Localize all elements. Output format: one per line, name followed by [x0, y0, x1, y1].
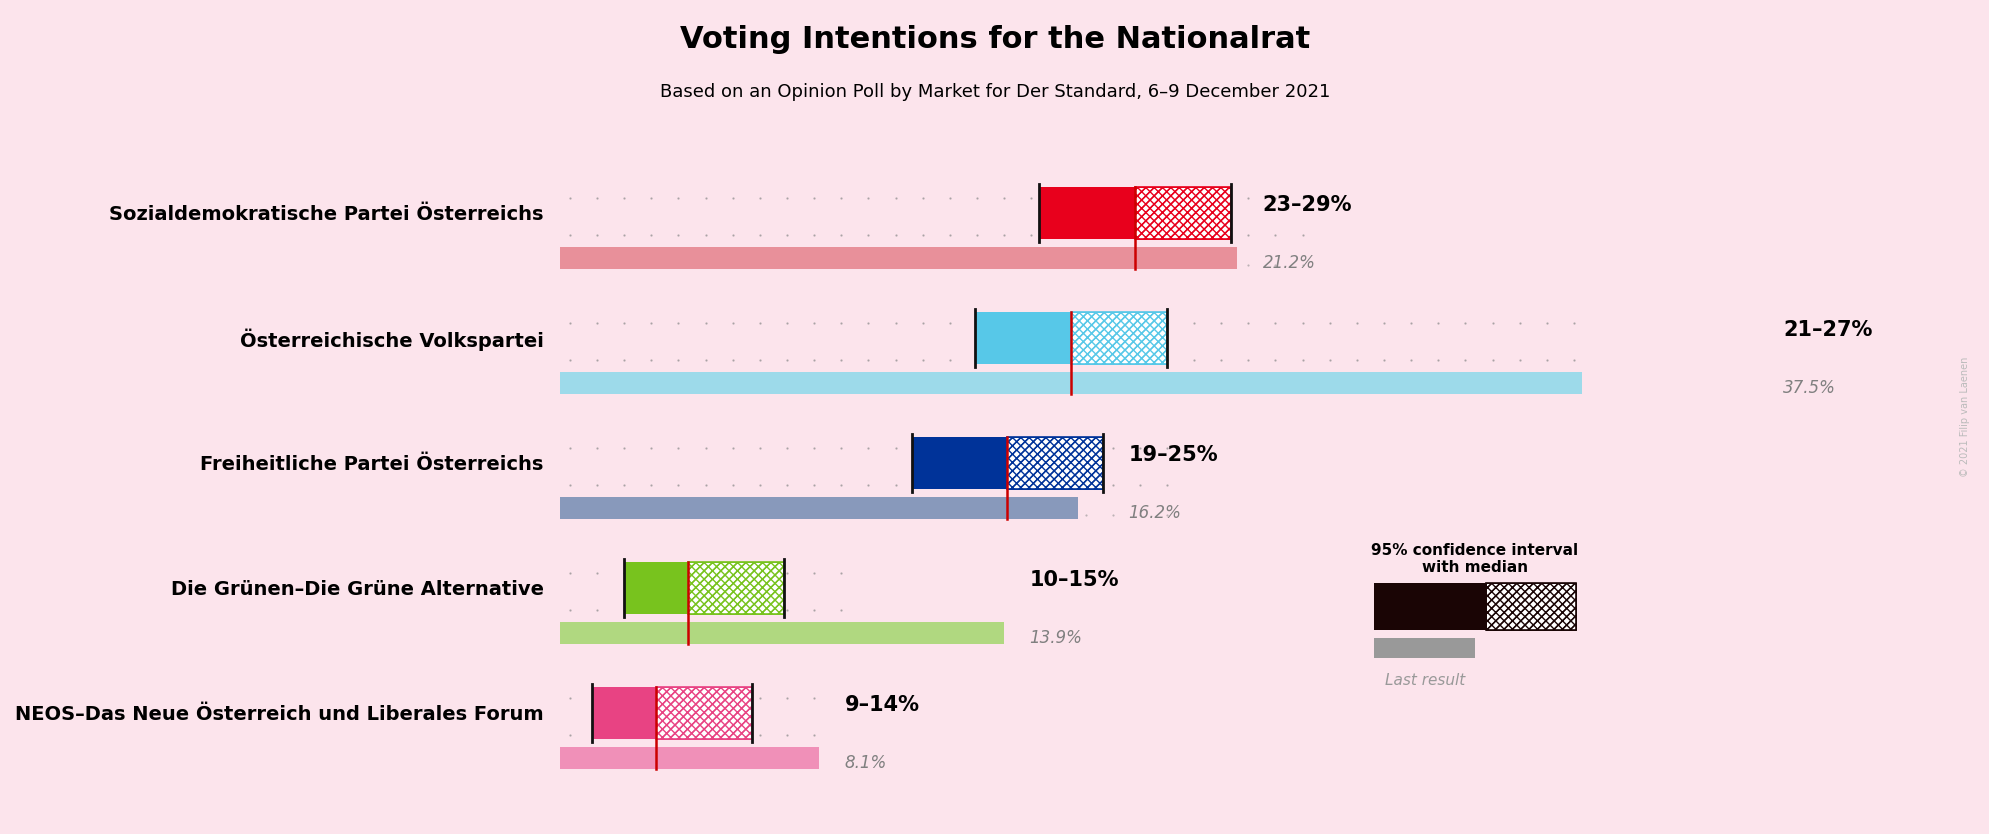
Text: 21–27%: 21–27%	[1782, 320, 1872, 340]
Bar	[1374, 638, 1474, 658]
Text: 10–15%: 10–15%	[1028, 570, 1118, 590]
Bar	[1006, 437, 1102, 489]
Bar	[593, 686, 656, 739]
Bar	[1486, 583, 1575, 631]
Bar	[688, 561, 784, 614]
Text: 9–14%: 9–14%	[843, 696, 919, 716]
Bar	[656, 686, 752, 739]
Bar	[1134, 187, 1229, 239]
Bar	[561, 247, 1237, 269]
Bar	[975, 312, 1070, 364]
Bar	[1070, 312, 1166, 364]
Bar	[656, 686, 752, 739]
Bar	[688, 561, 784, 614]
Bar	[1006, 437, 1102, 489]
Bar	[656, 686, 752, 739]
Bar	[1134, 187, 1229, 239]
Bar	[1134, 187, 1229, 239]
Text: 23–29%: 23–29%	[1263, 195, 1353, 215]
Bar	[625, 561, 688, 614]
Bar	[1070, 312, 1166, 364]
Bar	[688, 561, 784, 614]
Text: 21.2%: 21.2%	[1263, 254, 1315, 272]
Text: 16.2%: 16.2%	[1128, 504, 1181, 522]
Text: Voting Intentions for the Nationalrat: Voting Intentions for the Nationalrat	[680, 25, 1309, 54]
Bar	[561, 496, 1076, 519]
Text: 13.9%: 13.9%	[1028, 629, 1082, 647]
Bar	[561, 746, 819, 769]
Text: © 2021 Filip van Laenen: © 2021 Filip van Laenen	[1959, 357, 1969, 477]
Text: 8.1%: 8.1%	[843, 754, 887, 771]
Text: 19–25%: 19–25%	[1128, 445, 1217, 465]
Bar	[561, 372, 1756, 394]
Text: 37.5%: 37.5%	[1782, 379, 1836, 397]
Bar	[1038, 187, 1134, 239]
Text: Based on an Opinion Poll by Market for Der Standard, 6–9 December 2021: Based on an Opinion Poll by Market for D…	[660, 83, 1329, 102]
Text: Last result: Last result	[1384, 673, 1464, 688]
Bar	[1486, 583, 1575, 631]
Text: 95% confidence interval
with median: 95% confidence interval with median	[1370, 543, 1577, 575]
Bar	[911, 437, 1006, 489]
Bar	[1486, 583, 1575, 631]
Bar	[1374, 583, 1486, 631]
Bar	[1006, 437, 1102, 489]
Bar	[561, 621, 1004, 644]
Bar	[1070, 312, 1166, 364]
